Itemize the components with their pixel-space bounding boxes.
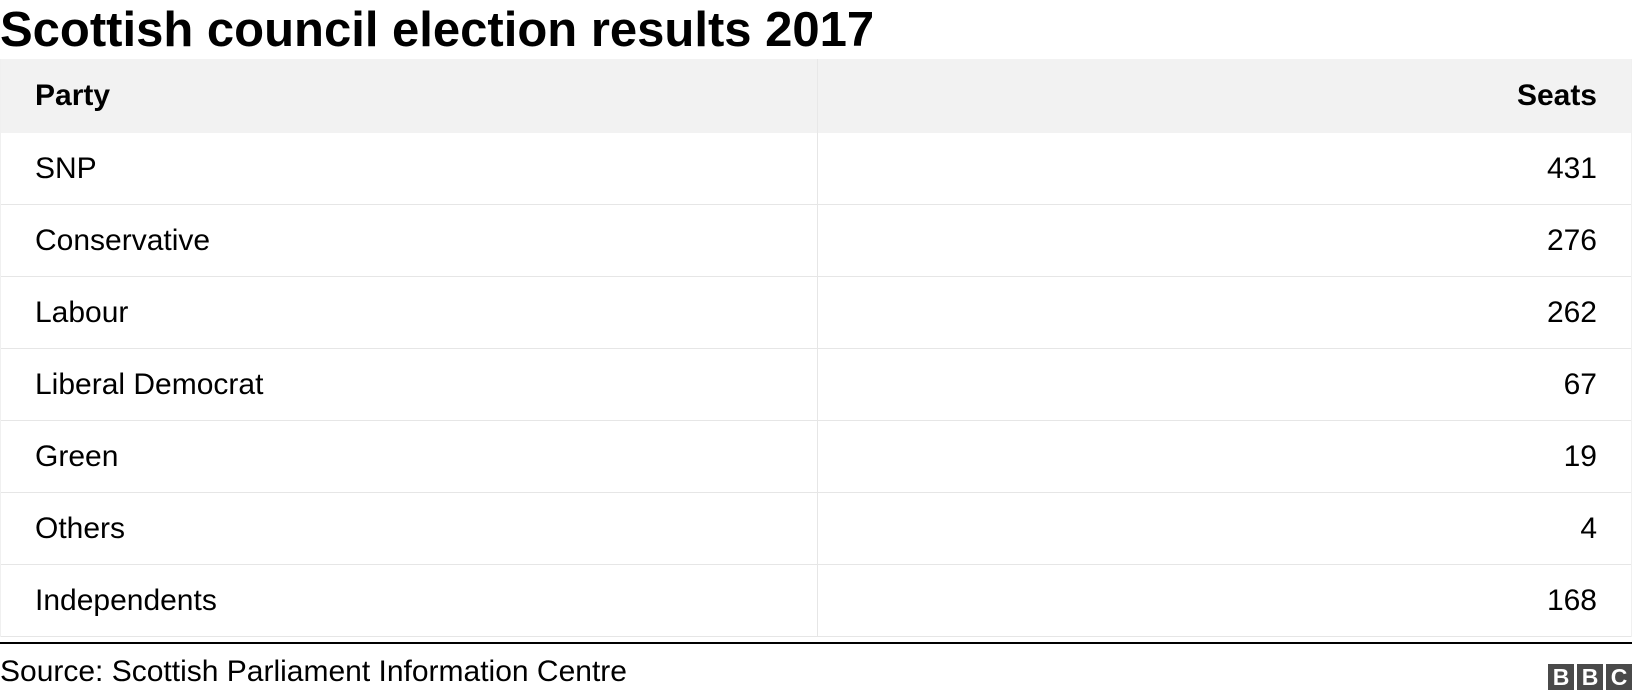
table-row: Liberal Democrat 67 (1, 349, 1631, 421)
source-note: Source: Scottish Parliament Information … (0, 655, 627, 688)
seats-cell: 19 (1563, 439, 1597, 473)
party-cell: Green (1, 421, 818, 492)
column-header-party: Party (1, 59, 818, 133)
party-cell: Conservative (1, 205, 818, 276)
table-row: Independents 168 (1, 565, 1631, 637)
table-header-row: Party Seats (1, 59, 1631, 133)
seats-cell: 431 (1546, 151, 1597, 185)
table-row: Labour 262 (1, 277, 1631, 349)
table-row: Green 19 (1, 421, 1631, 493)
party-cell: Liberal Democrat (1, 349, 818, 420)
table-row: Others 4 (1, 493, 1631, 565)
party-cell: SNP (1, 133, 818, 204)
seats-cell: 262 (1546, 295, 1597, 329)
party-cell: Others (1, 493, 818, 564)
table-row: Conservative 276 (1, 205, 1631, 277)
column-header-seats: Seats (1516, 79, 1597, 112)
seats-cell: 67 (1563, 367, 1597, 401)
results-table: Party Seats SNP 431 Conservative 276 Lab… (0, 59, 1632, 637)
logo-letter: B (1548, 664, 1574, 690)
logo-letter: B (1577, 664, 1603, 690)
chart-title: Scottish council election results 2017 (0, 3, 875, 57)
logo-letter: C (1606, 664, 1632, 690)
seats-cell: 276 (1546, 223, 1597, 257)
footer-divider (0, 642, 1632, 644)
party-cell: Labour (1, 277, 818, 348)
table-row: SNP 431 (1, 133, 1631, 205)
seats-cell: 168 (1546, 583, 1597, 617)
bbc-logo: B B C (1548, 664, 1632, 690)
seats-cell: 4 (1580, 511, 1597, 545)
party-cell: Independents (1, 565, 818, 636)
